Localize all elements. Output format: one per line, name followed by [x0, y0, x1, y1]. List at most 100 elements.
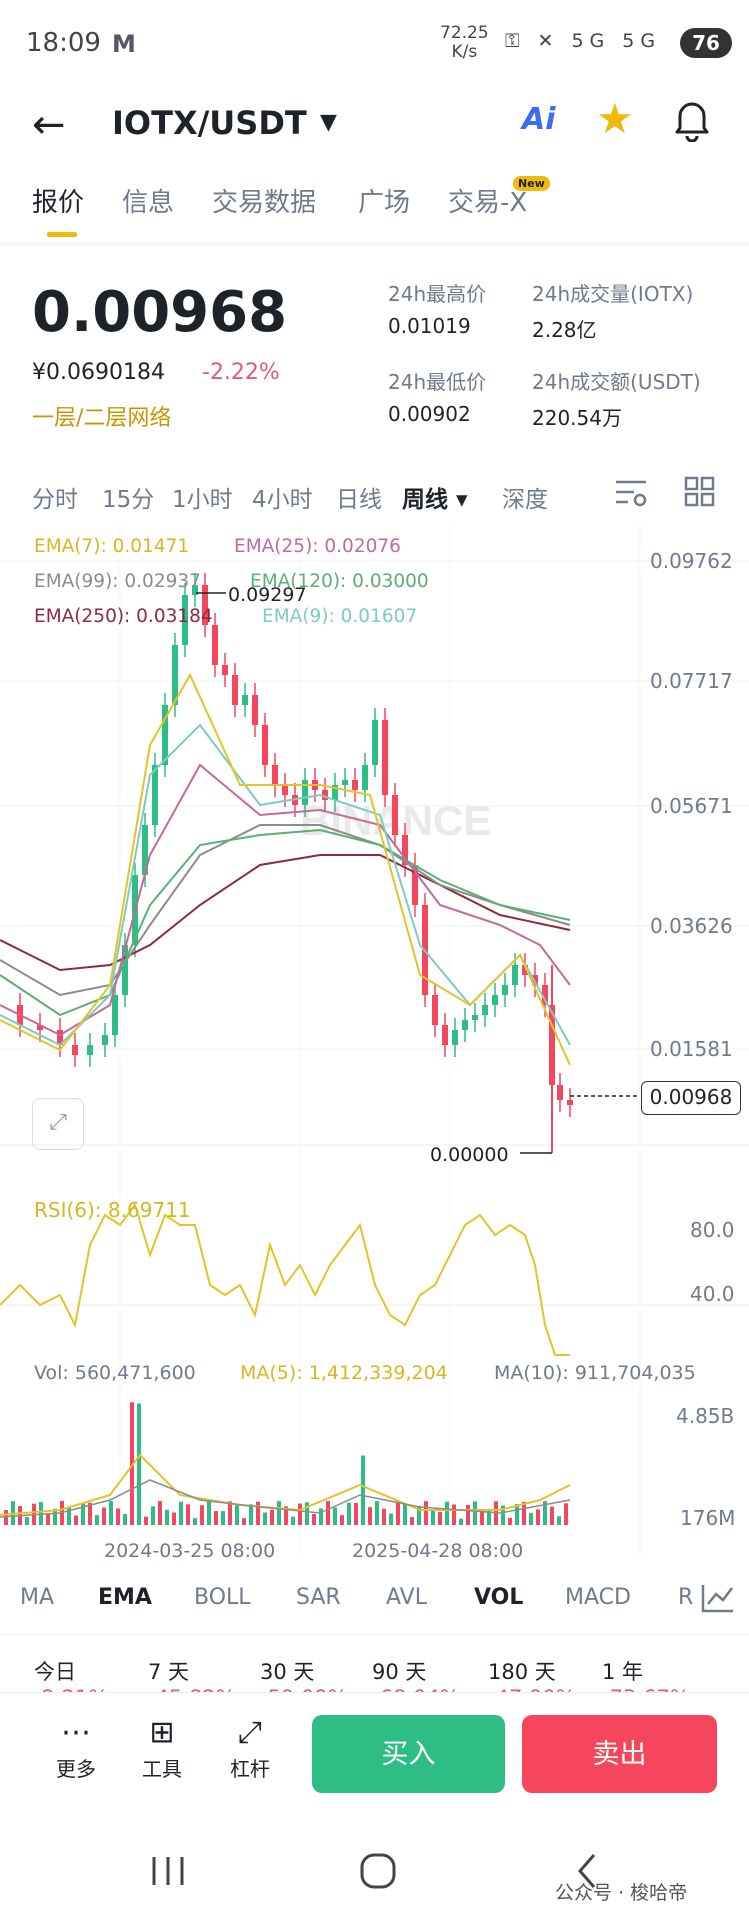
volume-bar [431, 1510, 435, 1525]
interval-timeline[interactable]: 分时 [32, 487, 78, 513]
volume-value: 2.28亿 [532, 318, 597, 342]
volume-bar [25, 1517, 29, 1525]
candle-body [522, 965, 528, 975]
volume-bar [487, 1510, 491, 1525]
volume-bar [536, 1509, 540, 1525]
recent-apps-icon[interactable] [148, 1853, 188, 1889]
interval-1h[interactable]: 1小时 [172, 487, 233, 513]
volume-bar [4, 1510, 8, 1525]
vol-label: Vol: 560,471,600 [34, 1362, 196, 1384]
home-icon[interactable] [358, 1851, 398, 1891]
indicator-sar[interactable]: SAR [296, 1585, 341, 1610]
back-arrow-icon[interactable]: ← [32, 102, 66, 148]
leverage-button[interactable]: ⤢ 杠杆 [210, 1713, 290, 1782]
candle-body [152, 765, 158, 825]
indicator-rsi[interactable]: R [678, 1585, 694, 1610]
perf-period[interactable]: 90 天 [372, 1660, 427, 1684]
volume-bar [151, 1506, 155, 1525]
volume-bar [424, 1501, 428, 1525]
divider [0, 242, 749, 246]
category-tag[interactable]: 一层/二层网络 [32, 406, 172, 431]
buy-button[interactable]: 买入 [312, 1715, 505, 1793]
candle-body [232, 675, 238, 705]
candle-body [222, 665, 228, 675]
volume-bar [368, 1507, 372, 1525]
tab-trade-x[interactable]: 交易-X [448, 188, 528, 218]
candle-body [302, 780, 308, 805]
ai-icon[interactable]: Ai [522, 102, 556, 137]
rsi-line [0, 1202, 570, 1356]
volume-bar [228, 1501, 232, 1525]
grid-layout-icon[interactable] [684, 476, 716, 508]
indicator-avl[interactable]: AVL [386, 1585, 427, 1610]
volume-bar [270, 1509, 274, 1525]
indicator-vol[interactable]: VOL [474, 1585, 524, 1610]
sell-button[interactable]: 卖出 [522, 1715, 717, 1793]
perf-period[interactable]: 1 年 [602, 1660, 644, 1684]
indicator-ma[interactable]: MA [20, 1585, 55, 1610]
back-icon[interactable] [572, 1851, 602, 1891]
volume-bar [284, 1506, 288, 1525]
indicator-boll[interactable]: BOLL [194, 1585, 251, 1610]
indicator-settings-icon[interactable] [700, 1582, 736, 1614]
candle-body [182, 595, 188, 645]
candle-body [462, 1020, 468, 1030]
new-badge: New [513, 176, 550, 191]
volume-bar [102, 1507, 106, 1525]
perf-period[interactable]: 今日 [34, 1660, 76, 1684]
favorite-star-icon[interactable]: ★ [596, 94, 634, 143]
volume-bar [235, 1505, 239, 1525]
interval-15m[interactable]: 15分 [102, 487, 155, 513]
volume-bar [417, 1506, 421, 1525]
candle-body [557, 1085, 563, 1100]
date-label: 2025-04-28 08:00 [352, 1540, 524, 1562]
indicator-macd[interactable]: MACD [565, 1585, 631, 1610]
candle-body [212, 625, 218, 665]
caret-down-icon[interactable]: ▼ [320, 110, 337, 135]
expand-chart-icon[interactable]: ⤢ [32, 1098, 84, 1150]
high-marker: 0.09297 [228, 584, 307, 606]
tools-icon: ⊞ [149, 1715, 175, 1750]
volume-bar [130, 1402, 134, 1525]
tools-button[interactable]: ⊞ 工具 [122, 1713, 202, 1782]
indicator-ema[interactable]: EMA [98, 1585, 152, 1610]
bell-icon[interactable] [672, 96, 712, 142]
pair-title[interactable]: IOTX/USDT [112, 104, 307, 142]
perf-period[interactable]: 180 天 [488, 1660, 556, 1684]
volume-bar [410, 1517, 414, 1525]
interval-4h[interactable]: 4小时 [252, 487, 313, 513]
tab-info[interactable]: 信息 [122, 188, 175, 218]
chart-settings-icon[interactable] [614, 478, 648, 508]
volume-bar [312, 1514, 316, 1525]
candle-body [87, 1045, 93, 1055]
interval-depth[interactable]: 深度 [502, 487, 548, 513]
candle-body [102, 1035, 108, 1045]
interval-1w[interactable]: 周线 ▾ [402, 487, 468, 513]
interval-1d[interactable]: 日线 [336, 487, 382, 513]
candle-body [342, 780, 348, 785]
volume-label: 24h成交量(IOTX) [532, 282, 694, 306]
divider [0, 1634, 749, 1635]
net-speed: 72.25 K/s [440, 24, 489, 62]
status-time: 18:09 [26, 28, 101, 58]
price-chart[interactable]: BINANCE 0.09297 0.00000 [0, 525, 749, 1565]
perf-period[interactable]: 30 天 [260, 1660, 315, 1684]
candle-body [192, 585, 198, 595]
system-nav-bar [0, 1827, 749, 1920]
candle-body [362, 765, 368, 790]
volume-bar [508, 1517, 512, 1525]
volume-bar [466, 1505, 470, 1525]
tab-trading-data[interactable]: 交易数据 [212, 188, 317, 218]
low-value: 0.00902 [388, 402, 471, 426]
ema120-line [0, 828, 571, 1017]
rsi-label: RSI(6): 8.69711 [34, 1198, 191, 1222]
tab-quote[interactable]: 报价 [32, 188, 85, 218]
volume-bar [543, 1501, 547, 1525]
candle-body [392, 795, 398, 835]
volume-bar [305, 1502, 309, 1525]
perf-period[interactable]: 7 天 [148, 1660, 190, 1684]
volume-bar [116, 1508, 120, 1525]
more-button[interactable]: ⋯ 更多 [36, 1713, 116, 1782]
tab-square[interactable]: 广场 [358, 188, 411, 218]
net-speed-value: 72.25 [440, 23, 489, 43]
